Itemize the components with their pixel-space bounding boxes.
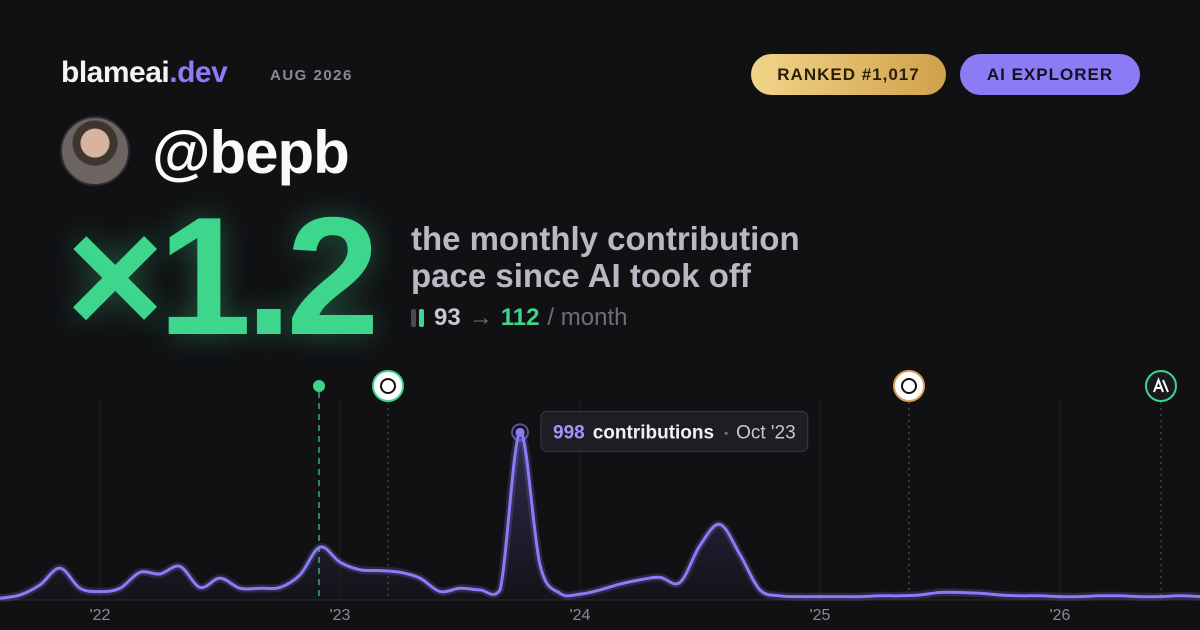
- brand: blameai.dev: [61, 56, 228, 90]
- tag-badge: AI EXPLORER: [960, 54, 1140, 95]
- pace-from: 93: [434, 304, 461, 331]
- tooltip-sep: [724, 431, 728, 435]
- pace-arrow: →: [468, 304, 493, 331]
- multiplier: ×1.2: [66, 182, 380, 370]
- peak-point: [515, 427, 525, 437]
- line: [0, 430, 1200, 600]
- brand-name: blameai: [61, 56, 170, 89]
- avatar: [60, 116, 130, 186]
- date: AUG 2026: [270, 67, 353, 84]
- event-dot: [313, 380, 325, 392]
- tooltip-value: 998: [553, 422, 585, 443]
- plot: [0, 428, 1200, 603]
- handle: @bepb: [152, 119, 350, 186]
- tooltip-unit: contributions: [593, 422, 714, 443]
- area: [0, 432, 1200, 600]
- pace-unit: / month: [547, 304, 628, 331]
- rank-badge: RANKED #1,017: [751, 54, 946, 95]
- tagline: the monthly contribution: [411, 220, 800, 257]
- tooltip: 998 contributions Oct '23: [511, 410, 809, 452]
- x-tick-label: '25: [810, 607, 831, 624]
- peak-ring: [511, 423, 530, 442]
- event-icon-glyph: [1153, 377, 1169, 393]
- x-tick-label: '22: [90, 607, 111, 624]
- tooltip-date: Oct '23: [736, 422, 796, 443]
- event-markers: [313, 370, 1177, 600]
- x-tick-label: '23: [330, 607, 351, 624]
- brand-suffix: .dev: [169, 56, 228, 89]
- x-tick-label: '24: [570, 607, 591, 624]
- tooltip-box: [540, 410, 809, 452]
- tagline: pace since AI took off: [411, 257, 751, 294]
- event-icon-glyph: [901, 378, 917, 394]
- pace-to: 112: [500, 304, 540, 331]
- x-tick-label: '26: [1050, 607, 1071, 624]
- event-icon-glyph: [380, 378, 396, 394]
- pace: 93 → 112 / month: [411, 304, 627, 332]
- event-icon: [372, 370, 404, 402]
- event-icon: [893, 370, 925, 402]
- pace-icon: [411, 309, 424, 327]
